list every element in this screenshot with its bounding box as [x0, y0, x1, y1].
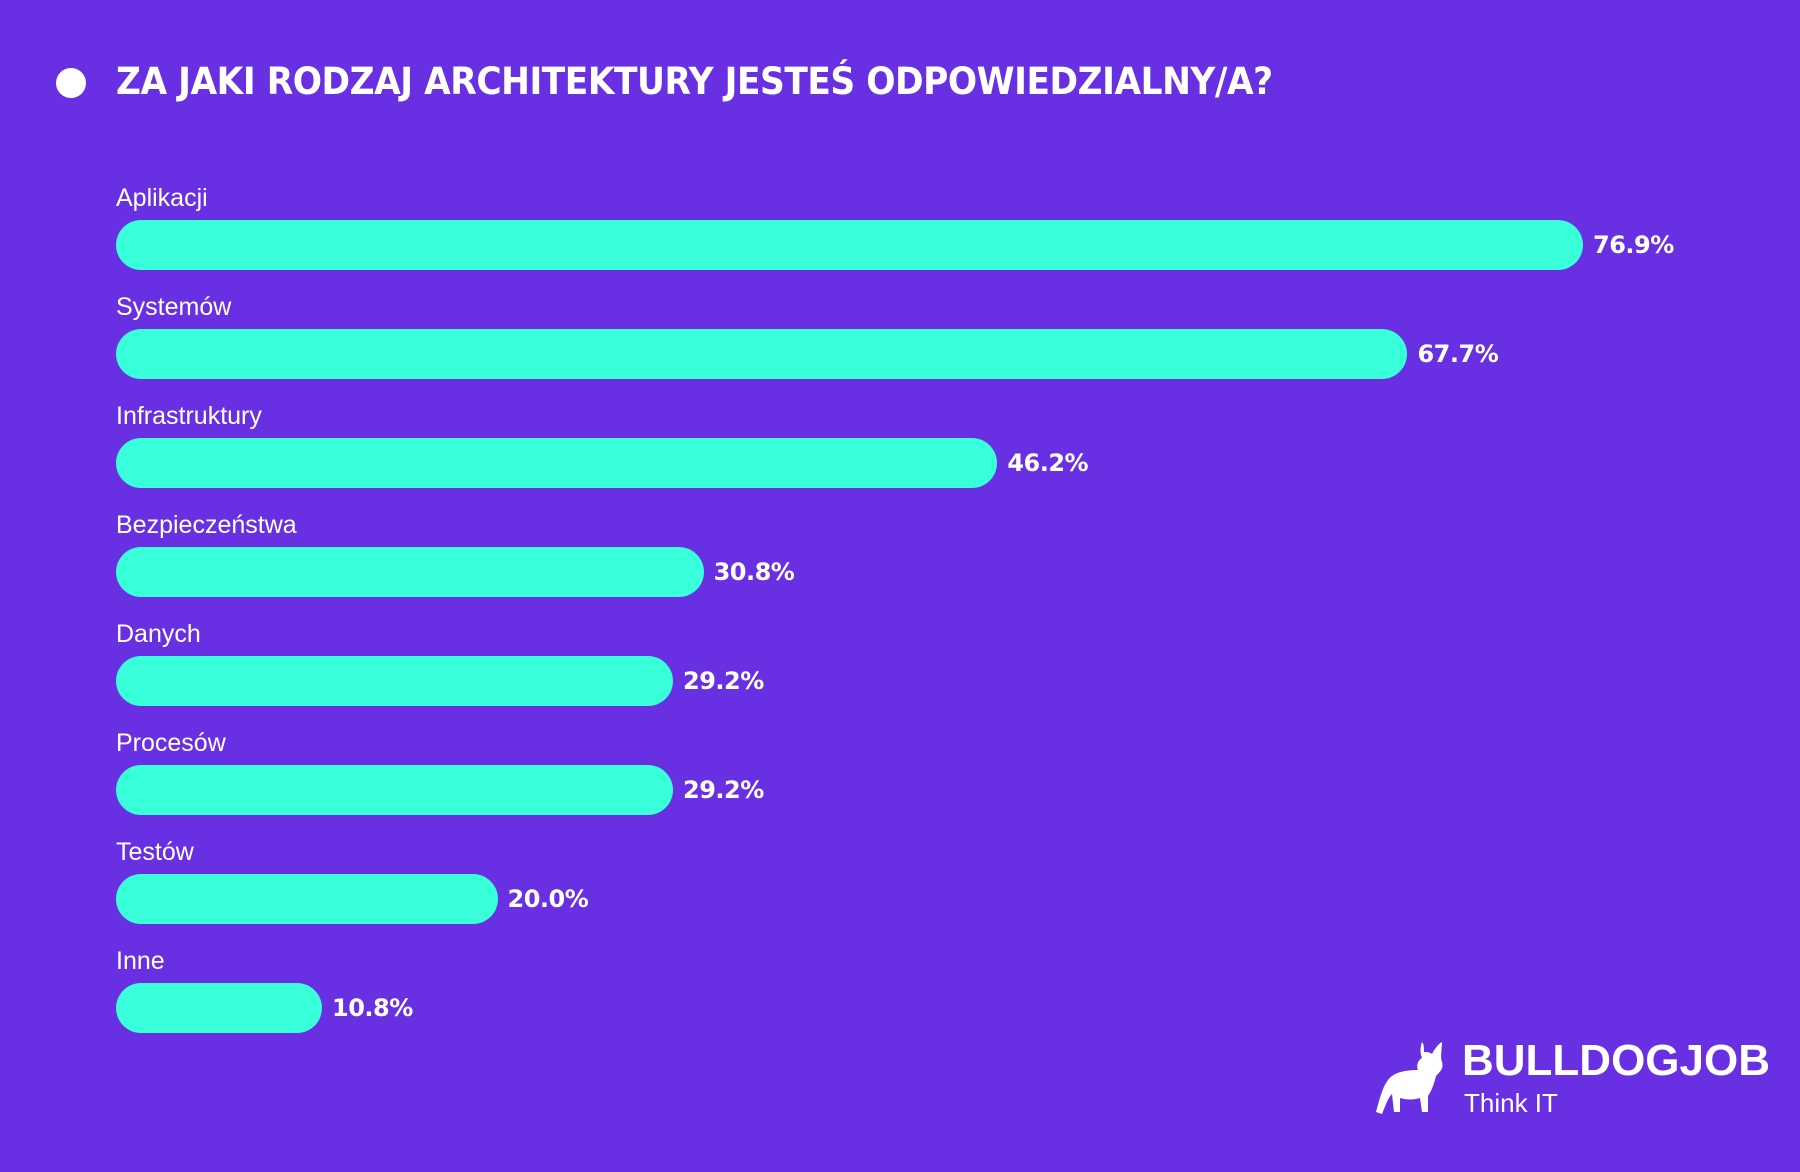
value-label: 46.2%: [1007, 449, 1089, 477]
value-label: 29.2%: [683, 776, 764, 804]
bulldog-icon: [1376, 1042, 1443, 1114]
category-label: Danych: [116, 620, 201, 648]
value-label: 76.9%: [1593, 231, 1674, 259]
logo-brand: BULLDOGJOB: [1462, 1036, 1770, 1085]
value-label: 29.2%: [683, 667, 764, 695]
bar: [116, 547, 704, 597]
category-label: Aplikacji: [116, 184, 208, 212]
category-label: Infrastruktury: [116, 402, 262, 430]
bar: [116, 438, 998, 488]
chart-title: ZA JAKI RODZAJ ARCHITEKTURY JESTEŚ ODPOW…: [116, 60, 1273, 103]
value-label: 10.8%: [332, 994, 413, 1022]
category-label: Bezpieczeństwa: [116, 511, 297, 539]
category-label: Procesów: [116, 729, 226, 757]
bar: [116, 656, 674, 706]
value-label: 67.7%: [1417, 340, 1499, 368]
bar: [116, 983, 323, 1033]
value-label: 20.0%: [507, 885, 589, 913]
logo: BULLDOGJOB Think IT: [1376, 1036, 1776, 1120]
title-bullet-icon: [56, 68, 86, 98]
bar: [116, 329, 1408, 379]
value-label: 30.8%: [713, 558, 795, 586]
logo-tagline: Think IT: [1464, 1088, 1558, 1118]
category-label: Systemów: [116, 293, 232, 321]
category-label: Testów: [116, 838, 194, 866]
category-label: Inne: [116, 947, 165, 975]
bar: [116, 765, 674, 815]
bar: [116, 874, 498, 924]
bar: [116, 220, 1583, 270]
